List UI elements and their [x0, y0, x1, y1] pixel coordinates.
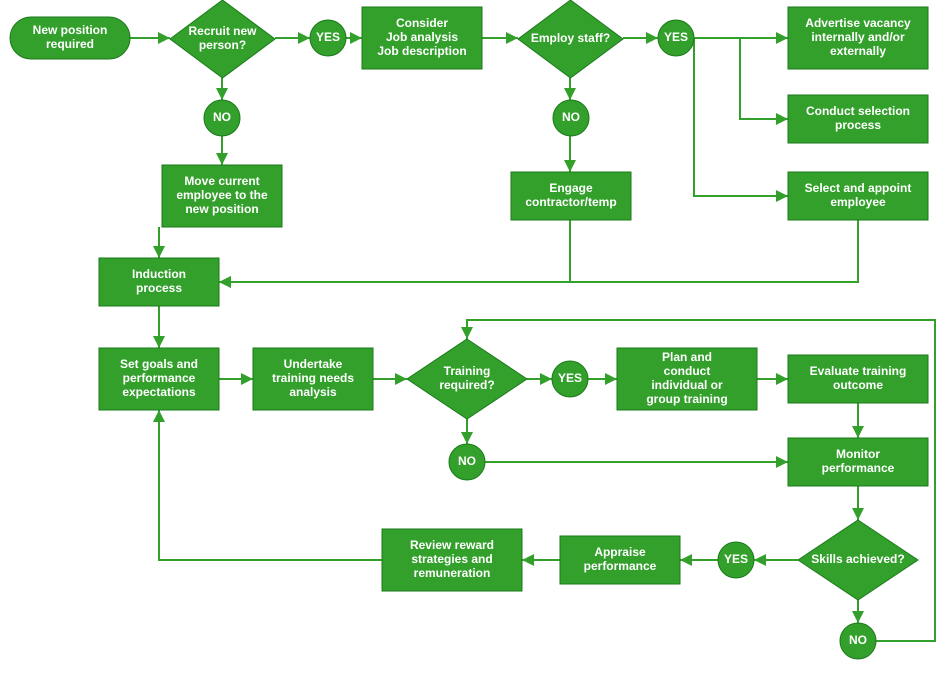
recruit-new-label: Recruit new	[188, 24, 257, 38]
yes-employ-label: YES	[664, 30, 688, 44]
yes-skills-label: YES	[724, 552, 748, 566]
edge-28	[159, 410, 382, 560]
evaluate-training-label: Evaluate training	[810, 364, 907, 378]
skills-achieved-label: Skills achieved?	[811, 552, 904, 566]
consider-job-label: Job analysis	[386, 30, 458, 44]
review-reward-label: Review reward	[410, 538, 494, 552]
review-reward-label: strategies and	[411, 552, 492, 566]
yes-training-label: YES	[558, 371, 582, 385]
undertake-training-label: training needs	[272, 371, 354, 385]
plan-training-label: individual or	[651, 378, 723, 392]
advertise-label: Advertise vacancy	[805, 16, 911, 30]
consider-job-label: Consider	[396, 16, 448, 30]
edge-6	[740, 38, 788, 119]
monitor-perf-label: performance	[822, 461, 895, 475]
advertise-label: internally and/or	[811, 30, 905, 44]
recruit-new-label: person?	[199, 38, 246, 52]
new-position-label: required	[46, 37, 94, 51]
yes-recruit-label: YES	[316, 30, 340, 44]
move-current-label: employee to the	[176, 188, 268, 202]
plan-training-label: conduct	[664, 364, 711, 378]
select-appoint-label: employee	[830, 195, 886, 209]
move-current-label: Move current	[184, 174, 259, 188]
monitor-perf-label: Monitor	[836, 447, 880, 461]
set-goals-label: performance	[123, 371, 196, 385]
employ-staff-label: Employ staff?	[531, 31, 610, 45]
training-required-label: required?	[439, 378, 494, 392]
review-reward-label: remuneration	[414, 566, 491, 580]
no-employ-label: NO	[562, 110, 580, 124]
edge-13	[219, 220, 570, 282]
flowchart-canvas: New positionrequired Recruit newperson? YE…	[0, 0, 945, 694]
engage-contractor-label: contractor/temp	[525, 195, 616, 209]
no-skills-label: NO	[849, 633, 867, 647]
conduct-selection-label: Conduct selection	[806, 104, 910, 118]
select-appoint-label: Select and appoint	[805, 181, 912, 195]
appraise-label: performance	[584, 559, 657, 573]
plan-training-label: Plan and	[662, 350, 712, 364]
set-goals-label: Set goals and	[120, 357, 198, 371]
plan-training-label: group training	[646, 392, 727, 406]
conduct-selection-label: process	[835, 118, 881, 132]
set-goals-label: expectations	[122, 385, 196, 399]
undertake-training-label: analysis	[289, 385, 337, 399]
appraise-label: Appraise	[594, 545, 646, 559]
evaluate-training-label: outcome	[833, 378, 883, 392]
move-current-label: new position	[185, 202, 258, 216]
consider-job-label: Job description	[377, 44, 466, 58]
induction-label: process	[136, 281, 182, 295]
undertake-training-label: Undertake	[284, 357, 343, 371]
advertise-label: externally	[830, 44, 886, 58]
edge-14	[219, 220, 858, 282]
no-recruit-label: NO	[213, 110, 231, 124]
training-required-label: Training	[444, 364, 491, 378]
new-position-label: New position	[33, 23, 108, 37]
induction-label: Induction	[132, 267, 186, 281]
no-training-label: NO	[458, 454, 476, 468]
engage-contractor-label: Engage	[549, 181, 593, 195]
